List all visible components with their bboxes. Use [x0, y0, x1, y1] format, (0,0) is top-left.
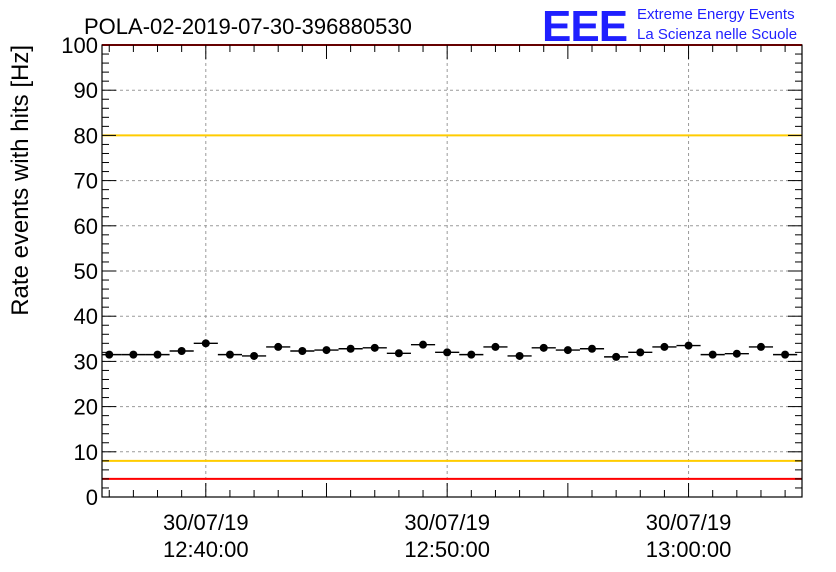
- axis-ticks: [102, 44, 802, 498]
- y-tick-label: 10: [74, 440, 98, 465]
- data-point: [724, 349, 749, 358]
- data-marker: [539, 343, 548, 352]
- data-point: [773, 350, 798, 359]
- eee-logo: EEE Extreme Energy Events La Scienza nel…: [542, 2, 797, 51]
- data-point: [266, 342, 291, 351]
- axis-labels: 010203040506070809010030/07/1912:40:0030…: [61, 33, 731, 562]
- reference-lines: [102, 44, 802, 480]
- y-tick-label: 100: [61, 33, 98, 58]
- data-point: [242, 351, 267, 360]
- data-point: [483, 342, 508, 351]
- data-point: [169, 347, 194, 356]
- eee-logo-line2: La Scienza nelle Scuole: [637, 26, 797, 43]
- data-marker: [756, 342, 765, 351]
- data-marker: [201, 339, 210, 348]
- data-point: [290, 347, 315, 356]
- data-point: [459, 350, 484, 359]
- data-marker: [225, 350, 234, 359]
- data-marker: [563, 346, 572, 355]
- data-point: [435, 348, 460, 357]
- x-tick-time: 12:40:00: [163, 537, 249, 562]
- data-marker: [129, 350, 138, 359]
- data-marker: [515, 351, 524, 360]
- data-marker: [443, 348, 452, 357]
- data-point: [579, 344, 605, 353]
- y-axis-title: Rate events with hits [Hz]: [7, 45, 34, 316]
- y-tick-label: 20: [74, 395, 98, 420]
- data-point: [507, 351, 532, 360]
- x-tick-time: 13:00:00: [646, 537, 732, 562]
- data-marker: [394, 349, 403, 358]
- data-marker: [708, 350, 717, 359]
- data-marker: [153, 350, 162, 359]
- data-point: [555, 346, 580, 355]
- grid: [102, 45, 802, 497]
- data-point: [748, 342, 774, 351]
- x-tick-date: 30/07/19: [404, 510, 490, 535]
- data-point: [628, 348, 653, 357]
- data-marker: [298, 347, 307, 356]
- data-point: [314, 346, 339, 355]
- data-marker: [105, 350, 114, 359]
- data-point: [362, 343, 387, 352]
- data-point: [145, 350, 170, 359]
- data-series: [102, 339, 798, 361]
- data-point: [700, 350, 725, 359]
- data-point: [652, 342, 677, 351]
- x-tick-time: 12:50:00: [404, 537, 490, 562]
- data-point: [676, 341, 701, 350]
- data-marker: [322, 346, 331, 355]
- data-point: [410, 340, 436, 349]
- data-marker: [467, 350, 476, 359]
- y-tick-label: 90: [74, 78, 98, 103]
- data-marker: [346, 344, 355, 353]
- data-point: [386, 349, 411, 358]
- y-tick-label: 50: [74, 259, 98, 284]
- data-marker: [612, 352, 621, 361]
- y-tick-label: 30: [74, 349, 98, 374]
- x-tick-date: 30/07/19: [163, 510, 249, 535]
- y-tick-label: 40: [74, 304, 98, 329]
- data-marker: [419, 340, 428, 349]
- data-point: [121, 350, 146, 359]
- data-marker: [684, 341, 693, 350]
- data-marker: [588, 344, 596, 353]
- y-tick-label: 70: [74, 169, 98, 194]
- y-tick-label: 80: [74, 123, 98, 148]
- data-marker: [636, 348, 645, 357]
- data-marker: [781, 350, 790, 359]
- data-point: [102, 350, 122, 359]
- y-tick-label: 60: [74, 214, 98, 239]
- data-marker: [274, 342, 283, 351]
- data-point: [217, 350, 242, 359]
- data-marker: [732, 349, 741, 358]
- y-tick-label: 0: [86, 485, 98, 510]
- chart-title: POLA-02-2019-07-30-396880530: [84, 14, 412, 39]
- data-point: [531, 343, 556, 352]
- data-point: [338, 344, 363, 353]
- x-tick-date: 30/07/19: [646, 510, 732, 535]
- eee-logo-text: EEE: [542, 2, 627, 51]
- data-marker: [491, 342, 500, 351]
- data-point: [604, 352, 629, 361]
- data-marker: [250, 351, 259, 360]
- data-marker: [660, 342, 669, 351]
- data-marker: [370, 343, 379, 352]
- data-point: [193, 339, 218, 348]
- data-marker: [177, 347, 186, 356]
- eee-logo-line1: Extreme Energy Events: [637, 6, 795, 23]
